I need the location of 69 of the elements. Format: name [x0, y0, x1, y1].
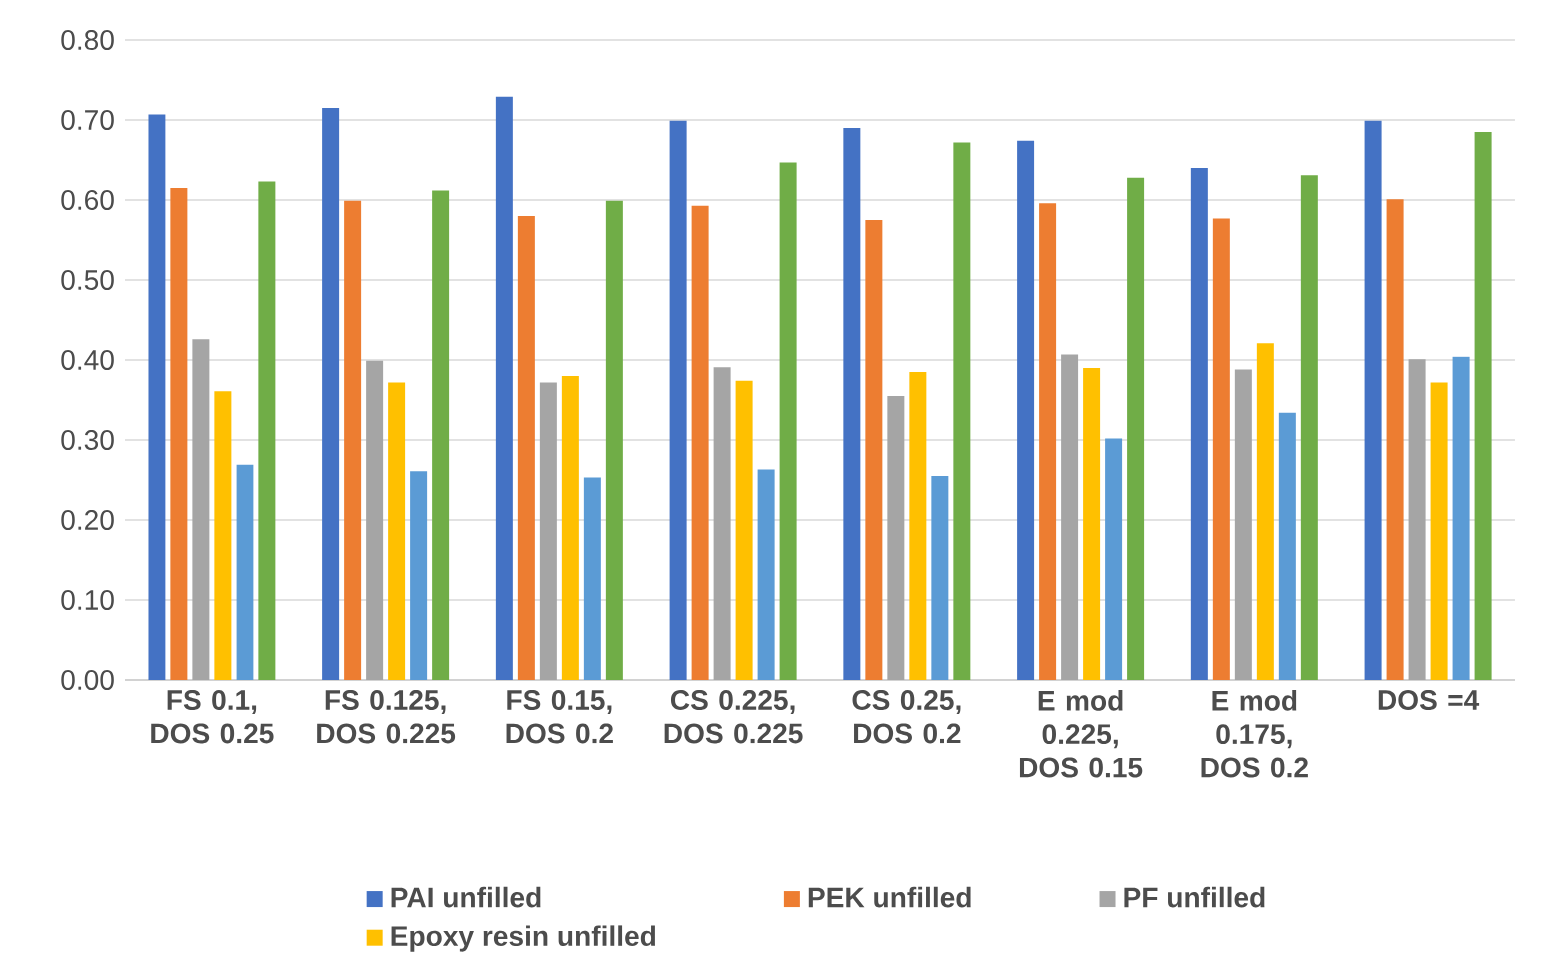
legend-label: Epoxy resin unfilled [391, 925, 656, 952]
bar [1364, 120, 1382, 681]
x-tick-label: FS 0.15, DOS 0.2 [506, 690, 613, 744]
bar [691, 205, 709, 681]
bar [953, 142, 971, 681]
bar [258, 181, 276, 681]
bar [1190, 168, 1208, 681]
bar [583, 477, 601, 681]
bar [1256, 343, 1274, 681]
bar [605, 200, 623, 681]
y-tick-label: 0.80 [61, 30, 114, 50]
bar [757, 469, 775, 681]
bar [432, 190, 450, 681]
bar [1212, 218, 1230, 681]
y-tick-label: 0.20 [61, 510, 114, 530]
bar [1105, 438, 1123, 681]
bar [909, 372, 927, 681]
bar [1386, 199, 1404, 681]
bar [517, 216, 535, 681]
bar [1039, 203, 1057, 681]
x-tick-label: CS 0.225, DOS 0.225 [664, 690, 803, 744]
y-tick-label: 0.70 [61, 110, 114, 130]
bar [1083, 368, 1101, 681]
bar [779, 162, 797, 681]
bar [148, 114, 166, 681]
bar [388, 382, 406, 681]
bar [214, 391, 232, 681]
bar [192, 339, 210, 681]
x-tick-label: FS 0.125, DOS 0.225 [317, 690, 456, 744]
bar [236, 464, 254, 681]
bar [1017, 140, 1035, 681]
bar [887, 396, 905, 681]
bar [669, 120, 687, 681]
bar [1452, 356, 1470, 681]
bar [322, 108, 340, 681]
legend-label: PAI unfilled [391, 886, 541, 908]
bar [1234, 369, 1252, 681]
y-tick-label: 0.50 [61, 270, 114, 290]
y-tick-label: 0.40 [61, 350, 114, 370]
bar [1408, 359, 1426, 681]
x-tick-label: DOS =4 [1378, 690, 1480, 710]
bar [843, 128, 861, 681]
bar [1061, 354, 1079, 681]
bar [931, 476, 949, 681]
bar [1430, 382, 1448, 681]
bar [865, 220, 883, 681]
bar [410, 471, 428, 681]
bar [1127, 177, 1145, 681]
bar [713, 367, 731, 681]
bar [1278, 412, 1296, 681]
y-tick-label: 0.60 [61, 190, 114, 210]
x-tick-label: E mod 0.225, DOS 0.15 [1019, 690, 1143, 778]
y-tick-label: 0.00 [61, 670, 114, 690]
y-tick-label: 0.30 [61, 430, 114, 450]
bar [495, 96, 513, 681]
legend-label: PF unfilled [1124, 886, 1265, 908]
bar [344, 200, 362, 681]
x-tick-label: E mod 0.175, DOS 0.2 [1201, 690, 1308, 778]
x-tick-label: CS 0.25, DOS 0.2 [852, 690, 961, 744]
bar [561, 376, 579, 681]
x-tick-label: FS 0.1, DOS 0.25 [151, 690, 274, 744]
bar [539, 382, 557, 681]
y-tick-label: 0.10 [61, 590, 114, 610]
bar [366, 360, 384, 681]
bar [170, 188, 188, 681]
bar [1474, 132, 1492, 681]
bar [1300, 175, 1318, 681]
bar [735, 380, 753, 681]
legend-label: PEK unfilled [808, 886, 971, 908]
